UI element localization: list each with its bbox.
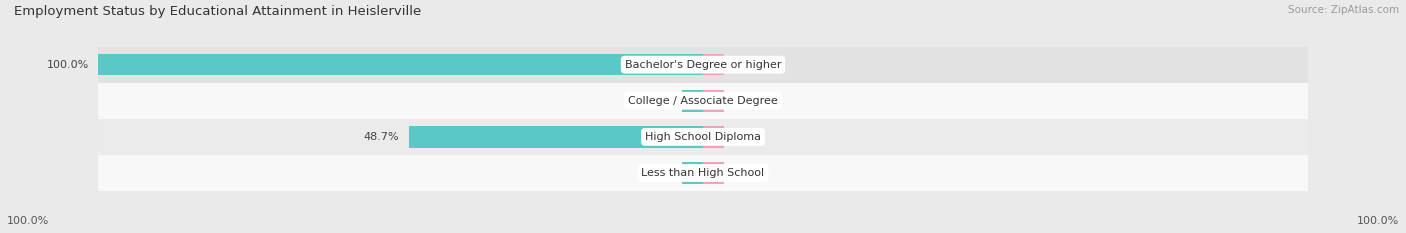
Text: Source: ZipAtlas.com: Source: ZipAtlas.com: [1288, 5, 1399, 15]
Bar: [98, 54, 703, 75]
Bar: [409, 126, 703, 148]
Bar: [98, 83, 1308, 119]
Text: Less than High School: Less than High School: [641, 168, 765, 178]
Text: 0.0%: 0.0%: [734, 168, 762, 178]
Bar: [703, 54, 724, 75]
Bar: [682, 90, 703, 112]
Bar: [703, 126, 724, 148]
Text: 48.7%: 48.7%: [364, 132, 399, 142]
Bar: [703, 90, 724, 112]
Bar: [682, 162, 703, 184]
Text: 100.0%: 100.0%: [48, 60, 90, 70]
Text: 100.0%: 100.0%: [1357, 216, 1399, 226]
Text: High School Diploma: High School Diploma: [645, 132, 761, 142]
Text: 100.0%: 100.0%: [7, 216, 49, 226]
Bar: [98, 47, 1308, 83]
Bar: [703, 162, 724, 184]
Text: 0.0%: 0.0%: [734, 60, 762, 70]
Text: Employment Status by Educational Attainment in Heislerville: Employment Status by Educational Attainm…: [14, 5, 422, 18]
Text: 0.0%: 0.0%: [734, 96, 762, 106]
Text: 0.0%: 0.0%: [644, 168, 672, 178]
Bar: [98, 119, 1308, 155]
Text: 0.0%: 0.0%: [644, 96, 672, 106]
Text: Bachelor's Degree or higher: Bachelor's Degree or higher: [624, 60, 782, 70]
Text: 0.0%: 0.0%: [734, 132, 762, 142]
Text: College / Associate Degree: College / Associate Degree: [628, 96, 778, 106]
Bar: [98, 155, 1308, 191]
